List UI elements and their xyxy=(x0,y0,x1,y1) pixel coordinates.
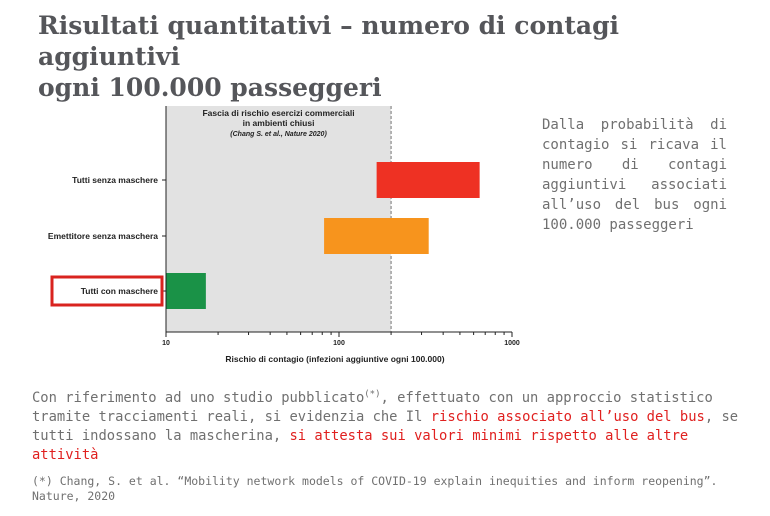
paragraph-text: , se tutti indossano la mascherina, xyxy=(32,409,739,444)
highlight-text: rischio associato all’uso del bus xyxy=(430,409,705,425)
slide-title-line: ogni 100.000 passeggeri xyxy=(38,73,382,102)
x-tick-label: 10 xyxy=(162,340,170,347)
x-tick-label: 1000 xyxy=(504,340,520,347)
shade-title-line: in ambienti chiusi xyxy=(243,118,315,128)
paragraph-text: , effettuato con un approccio statistico… xyxy=(32,390,713,425)
shade-title-line: Fascia di rischio esercizi commerciali xyxy=(202,108,354,118)
slide-title-line: Risultati quantitativi – numero di conta… xyxy=(38,11,620,71)
highlight-text: si attesta sui valori minimi rispetto al… xyxy=(32,428,689,463)
side-note-line: 100.000 passeggeri xyxy=(542,217,694,233)
bar-emettitore-senza-maschera xyxy=(324,218,429,254)
footnote-line: (*) Chang, S. et al. “Mobility network m… xyxy=(32,474,718,488)
paragraph-text: Con riferimento ad uno studio pubblicato xyxy=(32,390,365,406)
category-label: Emettitore senza maschera xyxy=(48,231,158,241)
side-note-line: numero di contagi xyxy=(542,157,727,173)
slide-title: Risultati quantitativi – numero di conta… xyxy=(38,10,758,103)
footnote: (*) Chang, S. et al. “Mobility network m… xyxy=(32,474,732,504)
side-note-line: aggiuntivi associati xyxy=(542,177,727,193)
category-label: Tutti senza maschere xyxy=(72,175,158,185)
side-note-line: contagio si ricava il xyxy=(542,137,727,153)
category-label: Tutti con maschere xyxy=(81,286,159,296)
x-axis-label: Rischio di contagio (infezioni aggiuntiv… xyxy=(225,354,444,364)
footnote-marker: (*) xyxy=(364,389,381,400)
side-note: Dalla probabilità di contagio si ricava … xyxy=(542,115,727,235)
highlight-box xyxy=(50,275,164,307)
footnote-line: Nature, 2020 xyxy=(32,489,116,503)
shade-source: (Chang S. et al., Nature 2020) xyxy=(230,131,327,138)
side-note-line: all’uso del bus ogni xyxy=(542,197,727,213)
risk-chart: Fascia di rischio esercizi commerciali i… xyxy=(48,106,520,364)
side-note-line: Dalla probabilità di xyxy=(542,117,727,133)
bar-tutti-senza-maschere xyxy=(376,162,480,198)
bar-tutti-con-maschere xyxy=(166,273,206,309)
x-tick-label: 100 xyxy=(333,340,345,347)
summary-paragraph: Con riferimento ad uno studio pubblicato… xyxy=(32,389,752,465)
